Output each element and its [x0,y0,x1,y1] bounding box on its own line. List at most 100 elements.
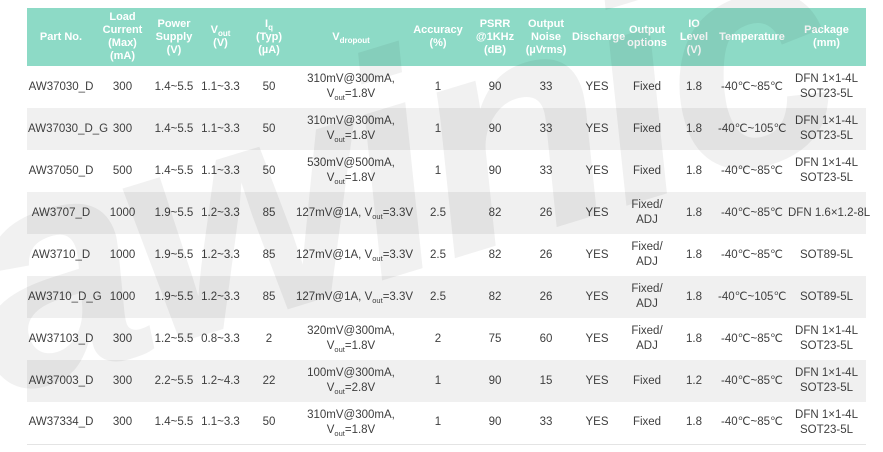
header-line: Load [109,11,136,23]
cell-temperature: -40℃~105℃ [717,276,787,318]
cell-output-options: Fixed/ADJ [623,192,671,234]
v-subscript: out [334,93,345,102]
cell-vout: 1.1~3.3 [198,108,243,150]
header-line: Output [527,17,565,30]
header-line: (%) [429,37,447,49]
vdropout-value: =3.3V [382,206,414,219]
cell-part-no: AW37050_D [27,150,95,192]
table-row: AW37030_D 300 1.4~5.5 1.1~3.3 50 310mV@3… [27,66,866,108]
header-line: (Max) [108,37,137,49]
header-line: options [627,37,667,49]
v-symbol: V [326,130,335,142]
cell-power-supply: 1.4~5.5 [150,150,198,192]
cell-iq: 50 [243,108,295,150]
col-header-package: Package (mm) [787,8,866,66]
cell-vdropout: 320mV@300mA, Vout=1.8V [295,318,407,360]
v-symbol: V [326,172,335,184]
v-subscript: out [334,428,345,438]
cell-iq: 50 [243,402,295,445]
vdropout-line2: Vout=1.8V [327,424,375,438]
cell-io-level: 1.8 [671,402,717,445]
cell-vout: 1.2~3.3 [198,234,243,276]
cell-load-current: 1000 [95,276,150,318]
table-row: AW3707_D 1000 1.9~5.5 1.2~3.3 85 127mV@1… [27,192,870,234]
cell-output-options: Fixed [623,360,671,402]
cell-power-supply: 1.4~5.5 [150,108,198,150]
cell-vdropout: 100mV@300mA, Vout=2.8V [295,360,407,402]
package-line1: SOT89-5L [799,248,854,261]
table-row: AW37334_D 300 1.4~5.5 1.1~3.3 50 310mV@3… [27,402,866,445]
cell-io-level: 1.8 [671,318,717,360]
vdropout-line2: Vout=2.8V [327,382,375,395]
cell-output-noise: 33 [521,66,571,108]
cell-accuracy: 2.5 [407,192,469,234]
vdropout-line1: 530mV@500mA, [307,157,395,169]
cell-package: SOT89-5L [787,276,866,318]
col-header-iq: Iq (Typ) (µA) [243,8,295,66]
cell-power-supply: 2.2~5.5 [150,360,198,402]
cell-accuracy: 2.5 [407,234,469,276]
package-line1: DFN 1×1-4L [795,73,858,85]
cell-vout: 1.2~4.3 [198,360,243,402]
header-line: (V) [166,43,182,56]
header-line: (dB) [484,43,506,56]
cell-output-options: Fixed/ADJ [623,234,671,276]
cell-accuracy: 2.5 [407,276,469,318]
cell-power-supply: 1.9~5.5 [150,276,198,318]
vdropout-line1: 310mV@300mA, [307,115,395,127]
cell-output-options: Fixed/ADJ [623,276,671,318]
cell-part-no: AW3710_D_G [27,276,102,318]
package-line2: SOT23-5L [799,88,854,100]
cell-output-noise: 33 [521,150,571,192]
cell-power-supply: 1.9~5.5 [150,234,198,276]
v-symbol: V [364,290,373,303]
vdropout-line2: Vout=3.3V [365,249,413,262]
package-line1: DFN 1×1-4L [795,325,858,337]
vdropout-line2: Vout=3.3V [365,206,414,220]
vdropout-line2: Vout=1.8V [326,172,375,185]
table-header: Part No. Load Current (Max) (mA) Power Suppl… [27,8,866,66]
v-subscript: out [334,345,345,354]
vdropout-value: =1.8V [344,130,376,142]
package-line1: DFN 1×1-4L [795,408,858,421]
cell-iq: 85 [243,234,295,276]
col-header-accuracy: Accuracy (%) [407,8,469,66]
cell-part-no: AW3707_D [27,192,95,234]
header-line: (mm) [813,37,840,49]
vdropout-line2: Vout=1.8V [326,130,376,143]
cell-psrr: 90 [469,402,521,445]
cell-psrr: 90 [469,150,521,192]
vdropout-value: =1.8V [344,88,376,100]
cell-io-level: 1.8 [671,234,717,276]
cell-output-noise: 60 [521,318,571,360]
cell-output-options: Fixed/ADJ [623,318,671,360]
table-row: AW37030_D_G 300 1.4~5.5 1.1~3.3 50 310mV… [27,108,866,150]
cell-temperature: -40℃~85℃ [717,318,787,360]
vdropout-line2: Vout=3.3V [364,290,413,304]
vdropout-line2: Vout=1.8V [327,340,376,354]
col-header-vout: Vout (V) [198,8,243,66]
cell-temperature: -40℃~85℃ [717,402,787,445]
options-line1: Fixed/ [631,241,663,253]
cell-part-no: AW37003_D [27,360,95,402]
cell-output-noise: 33 [521,108,571,150]
col-header-psrr: PSRR @1KHz (dB) [469,8,521,66]
cell-vdropout: 127mV@1A, Vout=3.3V [295,276,413,318]
cell-psrr: 82 [469,234,521,276]
cell-part-no: AW3710_D [27,234,95,276]
cell-output-options: Fixed [623,150,671,192]
cell-discharge: YES [571,150,623,192]
cell-vout: 1.2~3.3 [198,192,243,234]
vdropout-value: =1.8V [344,340,376,352]
cell-part-no: AW37103_D [27,318,95,360]
vdropout-line1: 127mV@1A, [296,248,362,261]
header-line: IO [688,17,700,30]
table-row: AW37003_D 300 2.2~5.5 1.2~4.3 22 100mV@3… [27,360,866,402]
vdropout-line1: 310mV@300mA, [307,73,395,85]
cell-temperature: -40℃~85℃ [717,66,787,108]
cell-load-current: 500 [95,150,150,192]
package-line2: SOT23-5L [799,423,854,436]
header-line: (mA) [109,50,136,62]
header-line: (µVrms) [525,43,567,56]
cell-temperature: -40℃~105℃ [717,108,787,150]
